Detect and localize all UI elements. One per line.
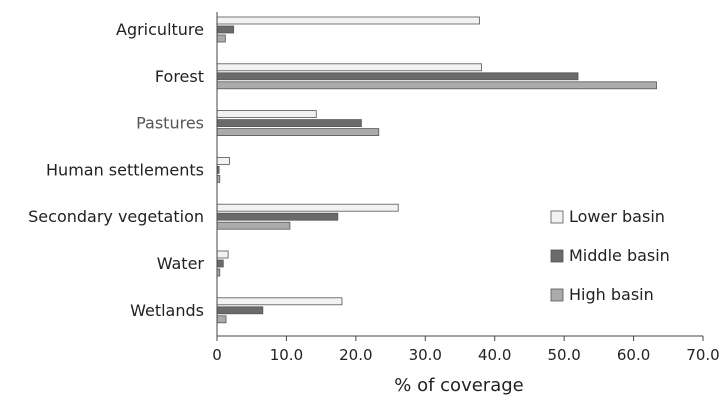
bar (216, 221, 291, 230)
bar (216, 212, 339, 221)
bar (216, 250, 229, 259)
x-tick-label: 60.0 (617, 346, 650, 364)
bar (216, 297, 343, 306)
legend-label: Middle basin (569, 246, 670, 265)
legend: Lower basin Middle basin High basin (550, 207, 670, 304)
x-tick-label: 70.0 (686, 346, 719, 364)
legend-label: High basin (569, 285, 654, 304)
legend-label: Lower basin (569, 207, 665, 226)
bar (216, 81, 657, 90)
category-labels: Agriculture Forest Pastures Human settlemen… (28, 20, 204, 320)
category-label: Secondary vegetation (28, 207, 204, 226)
category-label: Agriculture (116, 20, 204, 39)
category-label: Water (157, 254, 205, 273)
category-label: Pastures (136, 114, 204, 133)
category-label: Forest (155, 67, 204, 86)
x-tick-label: 0 (212, 346, 222, 364)
category-label: Human settlements (46, 160, 204, 179)
bar (216, 315, 227, 324)
x-ticks: 0 10.0 20.0 30.0 40.0 50.0 60.0 70.0 (212, 336, 720, 364)
legend-swatch (550, 210, 564, 224)
x-tick-label: 50.0 (547, 346, 580, 364)
bar (216, 63, 482, 72)
legend-swatch (550, 249, 564, 263)
bar (216, 110, 317, 118)
x-tick-label: 10.0 (270, 346, 303, 364)
bar (216, 119, 362, 127)
x-tick-label: 20.0 (339, 346, 372, 364)
bar (216, 16, 480, 25)
bar (216, 306, 264, 315)
x-axis-title: % of coverage (394, 375, 523, 396)
x-tick-label: 40.0 (478, 346, 511, 364)
bar (216, 72, 579, 81)
bar (216, 34, 226, 43)
bars-group (216, 16, 657, 324)
legend-swatch (550, 288, 564, 302)
bar (216, 25, 235, 34)
bar (216, 128, 380, 137)
bar (216, 156, 230, 165)
bar (216, 203, 399, 212)
category-label: Wetlands (130, 301, 204, 320)
x-tick-label: 30.0 (409, 346, 442, 364)
bar (216, 259, 224, 268)
